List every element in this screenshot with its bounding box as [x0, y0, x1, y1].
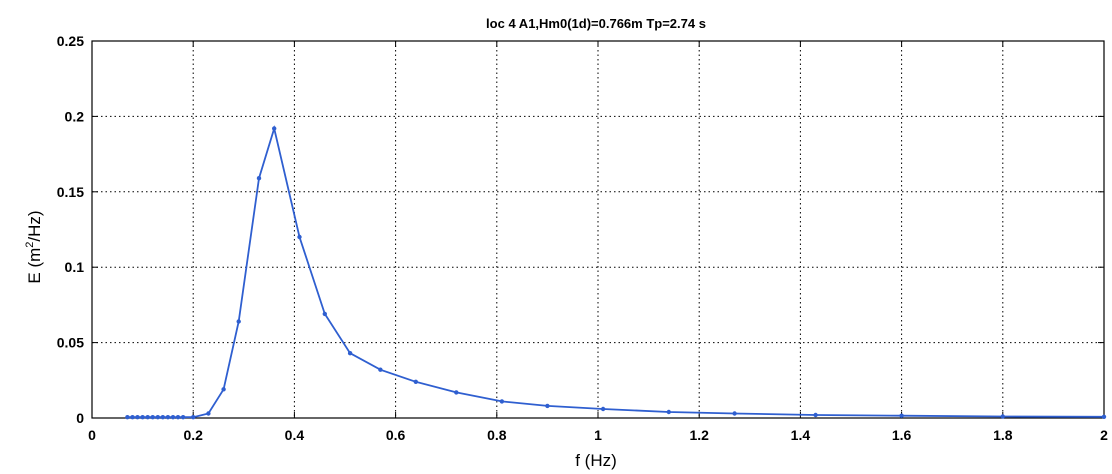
- data-point: [1101, 414, 1107, 419]
- data-point: [297, 234, 302, 240]
- data-point: [272, 126, 277, 131]
- y-tick-labels: 0 0.05 0.1 0.15 0.2 0.25: [57, 33, 84, 426]
- y-tick-label: 0: [76, 410, 84, 426]
- y-tick-label: 0.1: [65, 259, 85, 275]
- x-tick-label: 1.4: [791, 427, 811, 443]
- data-point: [378, 367, 383, 372]
- data-point: [666, 409, 671, 415]
- data-point: [191, 415, 196, 420]
- y-tick-label: 0.2: [65, 108, 85, 124]
- data-point: [813, 412, 818, 418]
- data-point: [600, 406, 606, 412]
- series-line: [127, 125, 1105, 419]
- x-tick-label: 0.6: [386, 427, 406, 443]
- grid: [92, 41, 1104, 418]
- y-axis-title-sup: 2: [24, 242, 36, 248]
- data-point: [180, 415, 186, 420]
- data-point: [732, 411, 737, 416]
- data-point: [145, 415, 150, 420]
- x-tick-label: 1.2: [689, 427, 709, 443]
- data-point: [165, 415, 171, 420]
- data-point: [347, 351, 353, 356]
- data-point: [1000, 414, 1005, 419]
- data-point: [236, 319, 241, 324]
- data-point: [256, 176, 262, 181]
- data-point: [221, 387, 226, 392]
- x-tick-label: 1: [594, 427, 602, 443]
- data-point: [140, 415, 145, 420]
- data-point: [413, 379, 418, 384]
- x-tick-label: 1.8: [993, 427, 1013, 443]
- data-point: [454, 390, 459, 395]
- data-point: [160, 415, 165, 420]
- x-tick-label: 0: [88, 427, 96, 443]
- data-point: [130, 415, 135, 420]
- y-axis-title-rest: /Hz): [25, 210, 44, 241]
- data-point: [135, 415, 140, 420]
- series-points: [125, 126, 1107, 420]
- x-tick-label: 1.6: [892, 427, 912, 443]
- x-tick-label: 0.4: [285, 427, 305, 443]
- data-point: [322, 311, 327, 317]
- data-point: [545, 403, 550, 409]
- x-axis-title: f (Hz): [575, 451, 617, 470]
- x-tick-labels: 0 0.2 0.4 0.6 0.8 1 1.2 1.4 1.6 1.8 2: [88, 427, 1108, 443]
- data-point: [155, 415, 160, 420]
- y-tick-label: 0.15: [57, 184, 84, 200]
- data-point: [899, 413, 904, 418]
- data-point: [206, 411, 211, 416]
- y-tick-label: 0.25: [57, 33, 84, 49]
- x-tick-label: 0.2: [183, 427, 203, 443]
- y-tick-label: 0.05: [57, 335, 84, 351]
- data-point: [175, 415, 181, 420]
- y-axis-title: E (m2/Hz): [24, 210, 44, 283]
- data-point: [150, 415, 155, 420]
- x-tick-label: 0.8: [487, 427, 507, 443]
- chart-title: loc 4 A1,Hm0(1d)=0.766m Tp=2.74 s: [486, 16, 706, 31]
- y-axis-title-main: E (m: [25, 248, 44, 284]
- x-tick-label: 2: [1100, 427, 1108, 443]
- data-point: [499, 399, 505, 404]
- data-point: [170, 415, 176, 420]
- data-point: [125, 415, 130, 420]
